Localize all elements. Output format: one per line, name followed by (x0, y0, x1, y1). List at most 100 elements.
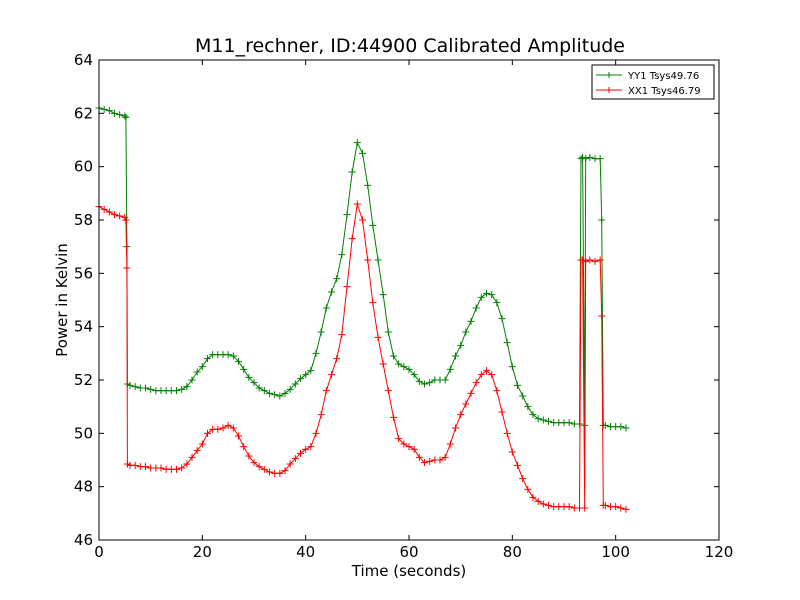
data-point-marker (328, 371, 335, 379)
data-point-marker (307, 443, 315, 451)
legend-box (591, 64, 715, 100)
data-point-marker (111, 211, 118, 219)
data-point-marker (322, 304, 330, 312)
data-point-marker (255, 384, 263, 392)
data-point-marker (601, 501, 609, 509)
legend-marker (606, 87, 612, 93)
data-point-marker (333, 355, 341, 363)
data-point-marker (266, 468, 273, 476)
data-point-marker (457, 341, 465, 349)
data-point-marker (229, 352, 237, 360)
data-point-marker (245, 452, 253, 460)
data-point-marker (204, 355, 211, 363)
y-tick-label: 54 (74, 318, 93, 336)
data-point-marker (415, 377, 423, 385)
data-point-marker (338, 251, 346, 259)
data-point-marker (312, 349, 320, 357)
data-point-marker (198, 363, 206, 371)
data-point-marker (519, 392, 527, 400)
data-point-marker (271, 391, 279, 399)
data-point-marker (224, 421, 232, 429)
data-point-marker (281, 389, 289, 397)
data-point-marker (105, 208, 113, 216)
data-point-marker (193, 368, 201, 376)
data-point-marker (359, 149, 366, 157)
data-point-marker (436, 456, 444, 464)
data-point-marker (405, 443, 413, 451)
data-point-marker (198, 440, 206, 448)
data-point-marker (229, 424, 237, 432)
data-point-marker (586, 153, 594, 161)
data-point-marker (379, 360, 387, 368)
data-point-marker (545, 417, 552, 425)
legend-marker (606, 72, 612, 78)
data-point-marker (472, 379, 480, 387)
data-point-marker (260, 465, 268, 473)
data-point-marker (131, 461, 139, 469)
data-point-marker (441, 376, 449, 384)
data-point-marker (446, 365, 454, 373)
data-point-marker (426, 379, 434, 387)
data-point-marker (493, 299, 501, 307)
data-point-marker (565, 503, 573, 511)
data-point-marker (400, 363, 408, 371)
data-point-marker (317, 328, 325, 336)
data-point-marker (488, 371, 496, 379)
data-point-marker (374, 333, 382, 341)
data-point-marker (622, 424, 630, 432)
y-tick-label: 52 (74, 371, 93, 389)
y-tick-label: 62 (74, 104, 93, 122)
data-point-marker (297, 375, 304, 383)
data-point-marker (307, 367, 315, 375)
data-point-marker (582, 155, 590, 163)
data-point-marker (617, 423, 625, 431)
data-point-marker (245, 373, 253, 381)
data-point-marker (467, 389, 475, 397)
data-point-marker (121, 112, 129, 120)
data-point-marker (581, 504, 589, 512)
legend-label: XX1 Tsys46.79 (628, 86, 701, 97)
data-point-marker (622, 505, 630, 513)
data-point-marker (462, 328, 470, 336)
data-point-marker (173, 387, 180, 395)
plot-area (99, 60, 719, 540)
data-point-marker (395, 435, 403, 443)
data-point-marker (250, 379, 258, 387)
data-point-marker (302, 371, 310, 379)
chart-title: M11_rechner, ID:44900 Calibrated Amplitu… (195, 35, 625, 57)
data-point-marker (364, 181, 372, 189)
data-point-marker (457, 411, 465, 419)
legend-label: YY1 Tsys49.76 (627, 71, 699, 82)
data-point-marker (498, 315, 506, 323)
y-tick-label: 60 (74, 158, 93, 176)
data-point-marker (596, 155, 604, 163)
data-point-marker (534, 415, 542, 423)
data-point-marker (374, 256, 382, 264)
data-point-marker (364, 256, 372, 264)
data-point-marker (467, 317, 475, 325)
data-point-marker (178, 385, 186, 393)
data-point-marker (529, 493, 537, 501)
data-point-marker (183, 460, 191, 468)
data-point-marker (281, 467, 289, 475)
data-point-marker (384, 328, 392, 336)
data-point-marker (591, 257, 599, 265)
data-point-marker (462, 400, 470, 408)
data-point-marker (379, 291, 387, 299)
data-point-marker (286, 385, 294, 393)
data-point-marker (617, 504, 625, 512)
data-point-marker (586, 256, 594, 264)
data-point-marker (395, 360, 403, 368)
data-point-marker (415, 453, 423, 461)
data-point-marker (452, 424, 459, 432)
x-tick-label: 0 (94, 543, 104, 561)
data-point-marker (477, 293, 485, 301)
data-point-marker (488, 291, 496, 299)
data-point-marker (260, 387, 268, 395)
data-point-marker (514, 381, 521, 389)
data-point-marker (579, 153, 587, 161)
data-point-marker (524, 485, 532, 493)
data-point-marker (503, 339, 511, 347)
data-point-marker (612, 503, 620, 511)
data-point-marker (353, 200, 361, 208)
